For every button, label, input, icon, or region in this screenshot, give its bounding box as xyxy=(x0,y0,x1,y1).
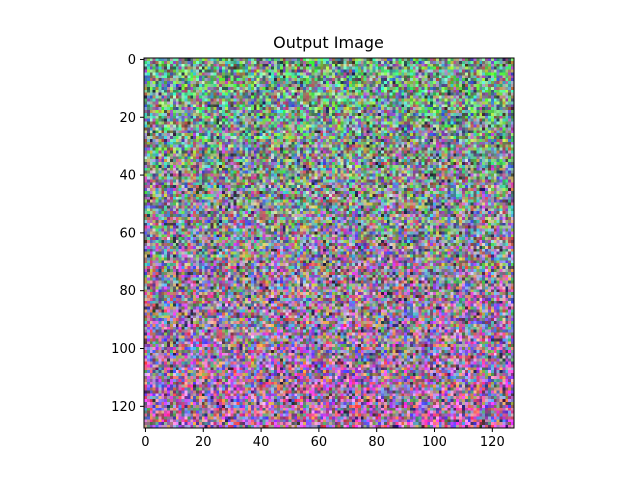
y-tick-label: 60 xyxy=(119,226,136,241)
y-tick-label: 20 xyxy=(119,111,136,126)
y-tick-label: 120 xyxy=(111,400,136,415)
y-tick-label: 80 xyxy=(119,284,136,299)
x-tick-label: 100 xyxy=(422,435,447,450)
y-tick-label: 100 xyxy=(111,342,136,357)
x-tick-label: 0 xyxy=(141,435,149,450)
y-tick-label: 0 xyxy=(128,53,136,68)
x-tick-label: 40 xyxy=(253,435,270,450)
x-tick-label: 20 xyxy=(195,435,212,450)
x-tick-label: 80 xyxy=(368,435,385,450)
heatmap-pixels xyxy=(144,58,514,428)
x-tick-label: 120 xyxy=(480,435,505,450)
heatmap-image xyxy=(144,58,514,428)
x-tick-label: 60 xyxy=(311,435,328,450)
y-tick-label: 40 xyxy=(119,169,136,184)
